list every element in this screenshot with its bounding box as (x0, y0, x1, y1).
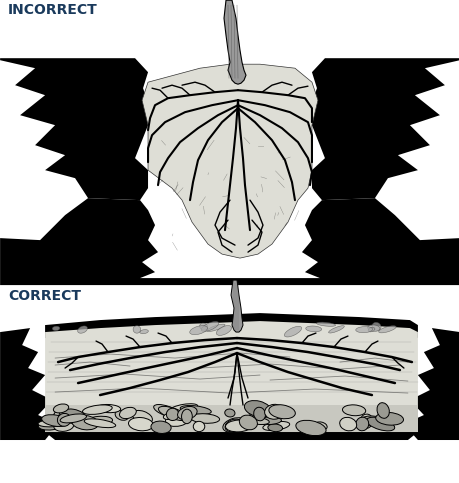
Ellipse shape (267, 424, 282, 432)
Polygon shape (311, 58, 459, 200)
Ellipse shape (52, 326, 60, 330)
Polygon shape (45, 313, 417, 338)
Ellipse shape (181, 409, 192, 424)
Ellipse shape (371, 322, 380, 330)
Ellipse shape (54, 420, 74, 431)
Ellipse shape (201, 321, 218, 331)
Polygon shape (403, 328, 459, 440)
Ellipse shape (339, 417, 356, 431)
Polygon shape (0, 58, 148, 200)
Ellipse shape (378, 326, 395, 333)
Polygon shape (45, 405, 417, 432)
Ellipse shape (119, 407, 136, 419)
Ellipse shape (224, 409, 235, 417)
Ellipse shape (180, 406, 211, 414)
Ellipse shape (207, 324, 224, 331)
Text: INCORRECT: INCORRECT (8, 3, 98, 17)
Ellipse shape (84, 416, 112, 426)
Ellipse shape (96, 404, 120, 412)
Ellipse shape (264, 404, 284, 419)
Ellipse shape (54, 412, 64, 419)
Polygon shape (45, 428, 417, 440)
Ellipse shape (328, 326, 344, 333)
Ellipse shape (133, 326, 140, 333)
Polygon shape (224, 0, 246, 84)
Ellipse shape (376, 403, 388, 418)
Ellipse shape (57, 413, 71, 426)
Ellipse shape (246, 417, 269, 425)
Ellipse shape (72, 415, 98, 430)
Ellipse shape (53, 404, 68, 413)
Ellipse shape (177, 407, 197, 420)
Ellipse shape (341, 405, 365, 416)
Polygon shape (0, 328, 58, 440)
Ellipse shape (244, 400, 271, 417)
Ellipse shape (269, 405, 295, 419)
Ellipse shape (355, 417, 368, 431)
Ellipse shape (132, 411, 152, 424)
Ellipse shape (166, 408, 179, 421)
Ellipse shape (38, 419, 66, 430)
Ellipse shape (38, 419, 66, 427)
Ellipse shape (140, 329, 148, 334)
Ellipse shape (59, 409, 85, 424)
Ellipse shape (366, 417, 394, 431)
Ellipse shape (82, 405, 112, 414)
Polygon shape (142, 64, 317, 258)
Polygon shape (230, 280, 242, 332)
Polygon shape (0, 198, 459, 285)
Ellipse shape (355, 327, 372, 333)
Ellipse shape (84, 419, 116, 427)
Ellipse shape (53, 411, 73, 426)
Ellipse shape (151, 421, 171, 433)
Polygon shape (45, 321, 417, 432)
Ellipse shape (165, 411, 191, 426)
Ellipse shape (193, 421, 204, 432)
Ellipse shape (367, 327, 374, 332)
Ellipse shape (60, 414, 86, 423)
Ellipse shape (190, 414, 219, 423)
Ellipse shape (249, 403, 263, 419)
Ellipse shape (199, 323, 207, 330)
Ellipse shape (253, 407, 265, 421)
Ellipse shape (163, 412, 177, 420)
Ellipse shape (222, 418, 246, 432)
Ellipse shape (262, 422, 289, 430)
Ellipse shape (284, 327, 301, 337)
Ellipse shape (216, 326, 231, 335)
Ellipse shape (153, 405, 180, 417)
Ellipse shape (115, 411, 129, 420)
Ellipse shape (128, 417, 153, 431)
Ellipse shape (224, 419, 242, 432)
Ellipse shape (78, 326, 87, 333)
Ellipse shape (42, 415, 69, 426)
Ellipse shape (358, 416, 381, 426)
Ellipse shape (305, 326, 321, 332)
Ellipse shape (169, 404, 197, 412)
Ellipse shape (239, 415, 257, 430)
Ellipse shape (225, 420, 251, 432)
Ellipse shape (375, 412, 403, 425)
Ellipse shape (314, 422, 326, 430)
Ellipse shape (359, 414, 372, 428)
Ellipse shape (256, 417, 281, 425)
Ellipse shape (316, 322, 335, 327)
Ellipse shape (158, 406, 187, 421)
Ellipse shape (295, 420, 325, 436)
Text: CORRECT: CORRECT (8, 289, 81, 303)
Ellipse shape (189, 326, 207, 335)
Ellipse shape (367, 325, 379, 331)
